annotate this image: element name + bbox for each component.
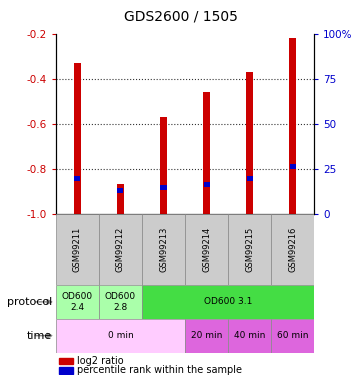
Text: GSM99214: GSM99214 <box>202 227 211 272</box>
Text: 0 min: 0 min <box>108 331 133 340</box>
Bar <box>289 38 296 214</box>
Text: GDS2600 / 1505: GDS2600 / 1505 <box>123 9 238 23</box>
Text: 60 min: 60 min <box>277 331 308 340</box>
Bar <box>142 285 314 319</box>
Bar <box>203 92 210 214</box>
Bar <box>228 214 271 285</box>
Bar <box>271 319 314 352</box>
Bar <box>99 285 142 319</box>
Bar <box>56 214 99 285</box>
Text: GSM99212: GSM99212 <box>116 227 125 272</box>
Text: OD600
2.8: OD600 2.8 <box>105 292 136 312</box>
Text: time: time <box>27 331 52 340</box>
Bar <box>56 319 185 352</box>
Bar <box>290 164 296 168</box>
Bar <box>185 319 228 352</box>
Bar <box>228 319 271 352</box>
Bar <box>204 183 209 188</box>
Text: GSM99216: GSM99216 <box>288 226 297 272</box>
Bar <box>185 214 228 285</box>
Bar <box>74 63 81 214</box>
Bar <box>246 72 253 214</box>
Bar <box>99 214 142 285</box>
Bar <box>56 285 99 319</box>
Text: percentile rank within the sample: percentile rank within the sample <box>77 365 243 375</box>
Text: log2 ratio: log2 ratio <box>77 356 124 366</box>
Bar <box>59 367 73 374</box>
Bar <box>247 176 253 181</box>
Bar <box>117 188 123 193</box>
Bar <box>74 176 81 181</box>
Text: GSM99211: GSM99211 <box>73 227 82 272</box>
Text: 40 min: 40 min <box>234 331 265 340</box>
Text: GSM99213: GSM99213 <box>159 226 168 272</box>
Bar <box>59 358 73 364</box>
Text: 20 min: 20 min <box>191 331 222 340</box>
Text: protocol: protocol <box>7 297 52 307</box>
Bar <box>117 184 124 214</box>
Bar <box>271 214 314 285</box>
Text: OD600 3.1: OD600 3.1 <box>204 297 252 306</box>
Text: OD600
2.4: OD600 2.4 <box>62 292 93 312</box>
Bar <box>160 117 168 214</box>
Bar <box>161 185 166 190</box>
Text: GSM99215: GSM99215 <box>245 227 254 272</box>
Bar <box>142 214 185 285</box>
